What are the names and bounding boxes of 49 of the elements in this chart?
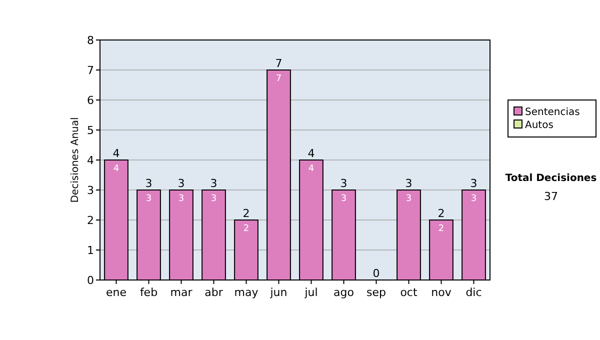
total-label: 2 <box>438 207 445 220</box>
x-tick-label: ago <box>334 286 354 299</box>
data-label: 3 <box>470 194 477 204</box>
total-label: 3 <box>340 177 348 190</box>
y-tick-label: 1 <box>87 244 94 257</box>
x-tick-label: sep <box>366 286 386 299</box>
total-label: 4 <box>308 147 315 160</box>
total-label: 4 <box>112 147 120 160</box>
data-label: 2 <box>438 224 444 234</box>
x-tick-label: may <box>234 286 259 299</box>
data-label: 3 <box>178 194 184 204</box>
y-tick-label: 0 <box>87 274 94 287</box>
total-label: 3 <box>178 177 185 190</box>
total-label: 7 <box>275 57 282 70</box>
y-tick-label: 2 <box>87 214 94 227</box>
legend-label: Sentencias <box>525 107 580 118</box>
data-label: 4 <box>308 164 314 174</box>
x-tick-label: oct <box>400 286 418 299</box>
total-label: 3 <box>210 177 218 190</box>
total-label: 3 <box>405 177 412 190</box>
data-label: 4 <box>113 164 120 174</box>
data-label: 3 <box>210 194 217 204</box>
data-label: 3 <box>146 194 152 204</box>
y-tick-label: 5 <box>87 124 94 137</box>
data-label: 7 <box>276 74 282 84</box>
total-label: 3 <box>145 177 152 190</box>
x-tick-label: nov <box>431 286 452 299</box>
data-label: 3 <box>406 194 412 204</box>
x-tick-label: feb <box>140 286 158 299</box>
x-tick-label: abr <box>204 286 224 299</box>
x-tick-label: ene <box>106 286 127 299</box>
x-tick-label: dic <box>466 286 482 299</box>
text: 37 <box>544 190 558 203</box>
legend-label: Autos <box>525 120 554 131</box>
x-tick-label: mar <box>170 286 193 299</box>
y-tick-label: 7 <box>87 64 94 77</box>
y-axis-title: Decisiones Anual <box>70 117 81 203</box>
total-label: 0 <box>372 267 380 280</box>
y-tick-label: 3 <box>87 184 94 197</box>
x-tick-label: jun <box>269 286 288 299</box>
total-label: 3 <box>470 177 478 190</box>
y-tick-label: 4 <box>87 154 94 167</box>
total-label: 2 <box>242 207 250 220</box>
data-label: 3 <box>340 194 347 204</box>
y-tick-label: 6 <box>87 94 94 107</box>
data-label: 2 <box>243 224 250 234</box>
text: Total Decisiones <box>505 173 597 184</box>
y-tick-label: 8 <box>87 34 94 47</box>
x-tick-label: jul <box>304 286 318 299</box>
